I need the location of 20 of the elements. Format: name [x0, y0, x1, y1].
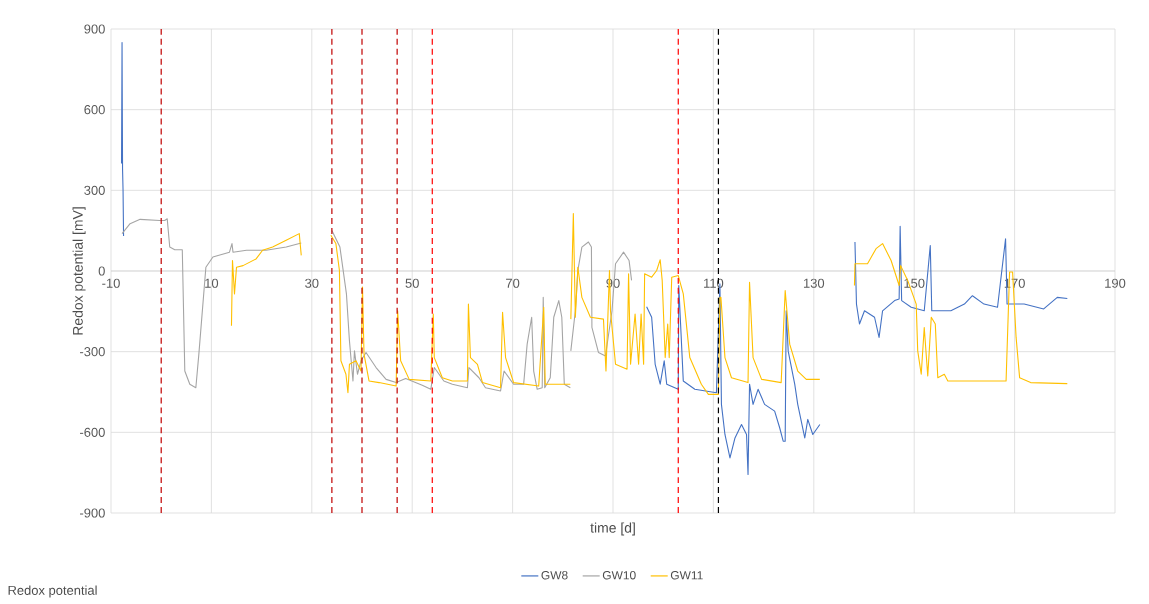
x-tick-label: 50	[405, 278, 419, 288]
y-axis-title: Redox potential [mV]	[72, 207, 86, 335]
y-tick-label: 600	[84, 105, 105, 115]
x-axis-title: time [d]	[590, 522, 635, 536]
y-tick-label: 300	[84, 185, 105, 195]
legend-label: GW10	[602, 571, 636, 580]
x-tick-label: -10	[102, 278, 120, 288]
x-tick-label: 190	[1105, 278, 1126, 288]
y-tick-label: -600	[80, 427, 105, 437]
x-tick-label: 30	[305, 278, 319, 288]
y-tick-label: 900	[84, 24, 105, 34]
y-tick-label: 0	[98, 266, 105, 276]
text: Redox potential	[8, 585, 97, 598]
x-tick-label: 130	[803, 278, 825, 288]
y-tick-label: -900	[80, 508, 105, 518]
legend-label: GW8	[541, 571, 568, 580]
x-tick-label: 70	[506, 278, 520, 288]
x-tick-label: 10	[205, 278, 219, 288]
y-tick-label: -300	[80, 347, 105, 357]
legend-label: GW11	[670, 571, 703, 580]
